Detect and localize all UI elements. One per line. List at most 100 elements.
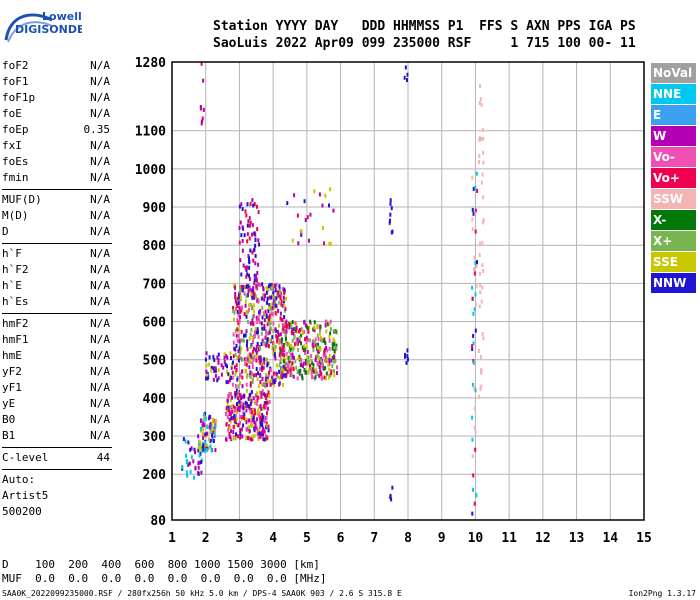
echo-point [268, 317, 271, 322]
echo-point [212, 354, 215, 359]
echo-point [406, 348, 409, 353]
echo-point [282, 299, 285, 304]
echo-point [272, 301, 275, 306]
param-value: N/A [90, 333, 110, 346]
echo-point [247, 254, 250, 259]
echo-point [298, 328, 301, 333]
echo-point [245, 310, 248, 315]
y-tick-label: 1100 [135, 125, 166, 140]
echo-point [257, 408, 260, 413]
echo-point [211, 438, 214, 443]
echo-point [223, 359, 226, 364]
echo-point [245, 265, 248, 270]
echo-point [290, 363, 293, 368]
echo-point [318, 331, 321, 336]
echo-point [404, 65, 407, 70]
echo-point [272, 321, 275, 326]
echo-point [253, 354, 256, 359]
echo-point [253, 408, 256, 413]
echo-point [245, 343, 248, 348]
echo-point [256, 298, 259, 303]
echo-point [403, 75, 406, 80]
echo-point [291, 238, 294, 243]
echo-point [244, 417, 247, 422]
echo-point [253, 281, 256, 286]
echo-point [237, 395, 240, 400]
echo-point [264, 384, 267, 389]
echo-point [283, 287, 286, 292]
echo-point [482, 218, 485, 223]
echo-point [237, 384, 240, 389]
echo-point [213, 357, 216, 362]
echo-point [227, 372, 230, 377]
echo-point [329, 187, 332, 192]
echo-point [322, 365, 325, 370]
echo-point [284, 306, 287, 311]
echo-point [316, 323, 319, 328]
echo-point [248, 260, 251, 265]
echo-point [474, 211, 477, 216]
echo-point [269, 368, 272, 373]
echo-point [258, 413, 261, 418]
echo-point [312, 339, 315, 344]
distance-row: D 100 200 400 600 800 1000 1500 3000 [km… [2, 558, 320, 571]
echo-point [329, 373, 332, 378]
echo-point [236, 327, 239, 332]
legend-item: NNE [651, 84, 696, 104]
echo-point [226, 401, 229, 406]
echo-point [388, 218, 391, 223]
lowell-digisonde-logo: Lowell DIGISONDE [2, 6, 84, 46]
echo-point [214, 424, 217, 429]
echo-point [237, 313, 240, 318]
echo-point [309, 366, 312, 371]
param-name: M(D) [2, 209, 29, 222]
echo-point [326, 348, 329, 353]
echo-point [242, 402, 245, 407]
echo-point [314, 375, 317, 380]
echo-point [241, 375, 244, 380]
echo-point [205, 376, 208, 381]
echo-point [333, 339, 336, 344]
echo-point [303, 367, 306, 372]
echo-point [209, 444, 212, 449]
echo-point [307, 362, 310, 367]
echo-point [201, 448, 204, 453]
echo-point [328, 338, 331, 343]
echo-point [235, 388, 238, 393]
echo-point [254, 348, 257, 353]
echo-point [303, 320, 306, 325]
echo-point [279, 316, 282, 321]
echo-point [480, 137, 483, 142]
echo-point [252, 408, 255, 413]
echo-point [324, 323, 327, 328]
param-value: N/A [90, 365, 110, 378]
echo-point [255, 393, 258, 398]
echo-point [482, 195, 485, 200]
echo-point [245, 382, 248, 387]
x-tick-label: 2 [202, 531, 210, 546]
echo-point [252, 322, 255, 327]
echo-point [200, 119, 203, 124]
echo-point [265, 357, 268, 362]
logo-line2: DIGISONDE [15, 23, 82, 36]
y-tick-label: 200 [143, 468, 167, 483]
auto-info-line: Auto: [2, 473, 36, 486]
echo-point [247, 418, 250, 423]
echo-point [238, 346, 241, 351]
echo-point [235, 410, 238, 415]
echo-point [228, 425, 231, 430]
echo-point [251, 361, 254, 366]
echo-point [278, 363, 281, 368]
echo-point [328, 334, 331, 339]
echo-point [211, 433, 214, 438]
echo-point [266, 436, 269, 441]
echo-point [474, 388, 477, 393]
echo-point [244, 436, 247, 441]
param-row: hmF1 N/A [2, 332, 112, 348]
y-tick-label: 1280 [135, 56, 166, 71]
param-row: MUF(D) N/A [2, 192, 112, 208]
echo-point [237, 333, 240, 338]
param-row: h`F2 N/A [2, 262, 112, 278]
echo-point [322, 338, 325, 343]
echo-point [257, 315, 260, 320]
